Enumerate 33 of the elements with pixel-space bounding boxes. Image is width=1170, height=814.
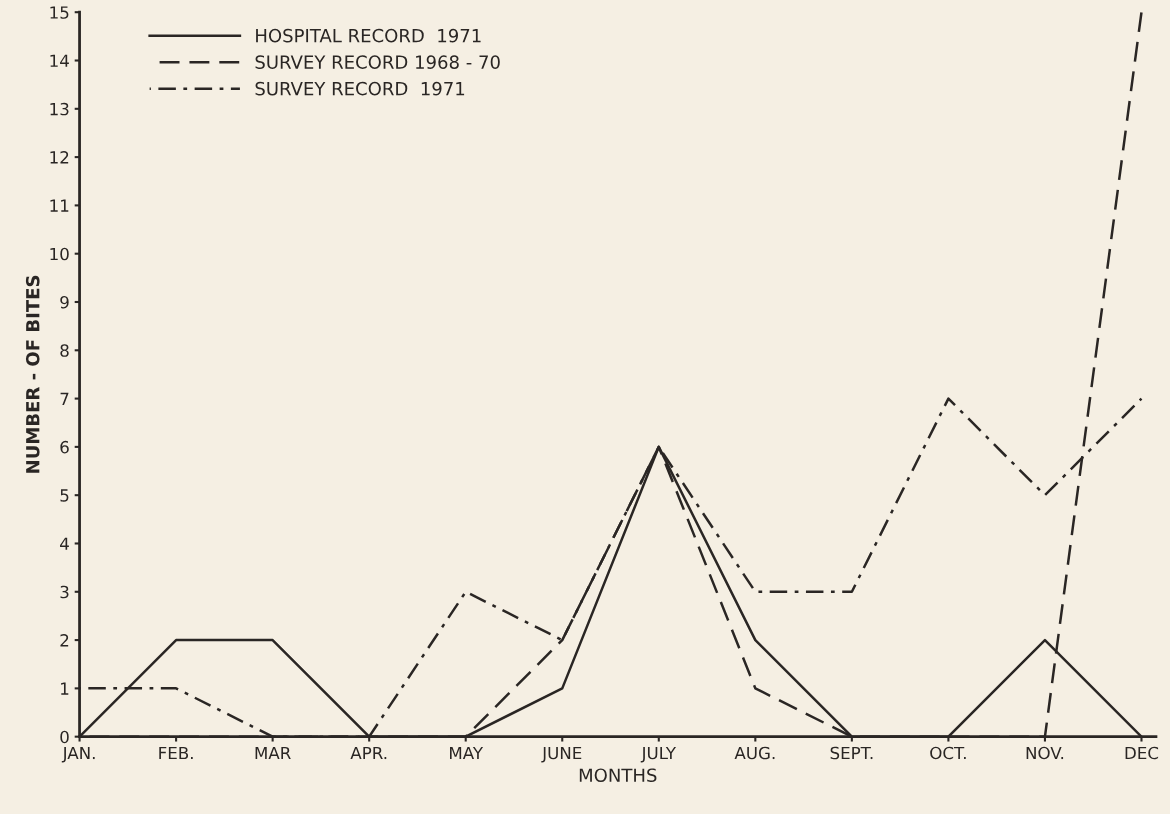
- x-tick-label: APR.: [350, 746, 387, 760]
- y-tick-label: 7: [60, 392, 69, 405]
- y-tick-label: 9: [60, 295, 69, 309]
- x-tick-label: AUG.: [734, 746, 775, 760]
- x-tick-label: SEPT.: [830, 746, 873, 760]
- x-axis-title: MONTHS: [579, 768, 657, 783]
- y-tick-label: 2: [60, 634, 69, 647]
- legend-label: SURVEY RECORD 1968 - 70: [255, 55, 500, 69]
- x-tick-label: DEC: [1125, 746, 1159, 760]
- y-tick-label: 10: [50, 247, 69, 261]
- y-tick-label: 6: [60, 440, 69, 454]
- x-tick-label: JUNE: [541, 746, 582, 763]
- x-tick-label: FEB.: [159, 746, 193, 760]
- y-tick-label: 4: [60, 537, 69, 550]
- y-tick-label: 15: [50, 6, 69, 19]
- y-tick-label: 11: [50, 199, 69, 212]
- y-tick-label: 12: [50, 151, 69, 164]
- x-tick-label: MAY: [450, 746, 484, 760]
- legend-label: HOSPITAL RECORD 1971: [256, 28, 481, 43]
- y-tick-label: 8: [60, 344, 69, 357]
- y-tick-label: 13: [50, 102, 69, 116]
- y-tick-label: 0: [60, 730, 69, 744]
- x-tick-label: JAN.: [61, 746, 95, 763]
- y-tick-label: 14: [50, 54, 69, 67]
- y-tick-label: 1: [61, 682, 69, 695]
- x-tick-label: NOV.: [1026, 746, 1064, 760]
- x-tick-label: JULY: [640, 746, 677, 763]
- y-tick-label: 3: [60, 585, 69, 599]
- legend-label: SURVEY RECORD 1971: [255, 81, 465, 96]
- x-tick-label: OCT.: [930, 746, 966, 760]
- x-tick-label: MAR: [255, 746, 291, 760]
- y-axis-title: NUMBER - OF BITES: [25, 275, 40, 473]
- y-tick-label: 5: [60, 489, 69, 502]
